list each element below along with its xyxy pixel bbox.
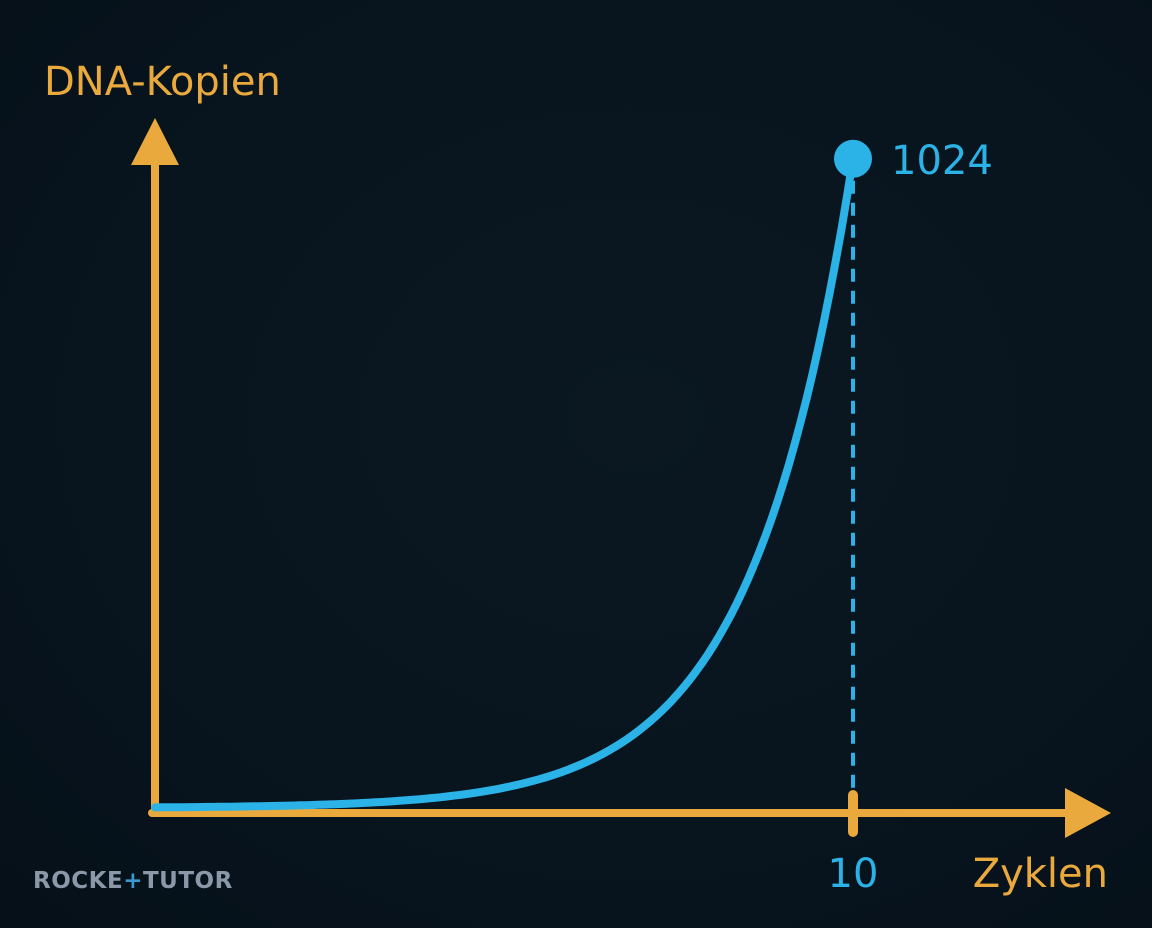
- y-axis-arrowhead: [131, 118, 179, 165]
- brand-logo: ROCKE+TUTOR: [33, 868, 233, 894]
- point-value-label: 1024: [891, 138, 993, 184]
- brand-plus: +: [123, 868, 143, 894]
- y-axis-label: DNA-Kopien: [44, 59, 281, 105]
- x-axis-label: Zyklen: [973, 851, 1108, 897]
- brand-text-a: ROCKE: [33, 868, 124, 894]
- series-line: [151, 154, 857, 812]
- brand-text-b: TUTOR: [142, 868, 233, 894]
- data-point-endpoint: [834, 139, 872, 178]
- x-axis-arrowhead: [1065, 788, 1111, 838]
- x-tick-label: 10: [828, 851, 879, 897]
